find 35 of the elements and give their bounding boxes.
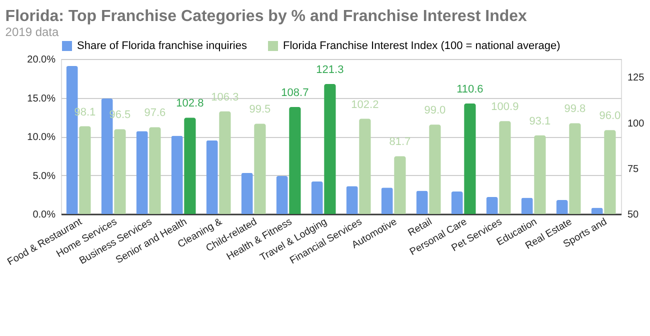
data-label: 102.2 xyxy=(351,98,379,111)
data-label: 102.8 xyxy=(176,98,204,110)
bar xyxy=(311,181,323,214)
data-label: 106.3 xyxy=(211,91,239,104)
data-label: 121.3 xyxy=(316,64,344,76)
chart-subtitle: 2019 data xyxy=(5,25,60,39)
data-label: 99.8 xyxy=(564,103,586,116)
bar xyxy=(521,198,533,214)
y2-tick-label: 125 xyxy=(628,72,645,84)
data-label: 110.6 xyxy=(456,83,484,96)
y-tick-label: 0.0% xyxy=(32,210,56,220)
y2-tick-label: 75 xyxy=(628,164,640,175)
bar xyxy=(591,208,603,214)
y2-tick-label: 100 xyxy=(628,118,645,130)
data-label: 97.6 xyxy=(144,107,166,120)
y-tick-label: 15.0% xyxy=(27,93,56,104)
bar xyxy=(346,186,358,214)
y-tick-label: 5.0% xyxy=(32,170,56,182)
y-tick-label: 20.0% xyxy=(27,54,56,66)
data-label: 99.0 xyxy=(424,104,446,117)
data-label: 81.7 xyxy=(389,136,411,148)
data-label: 100.9 xyxy=(491,101,519,114)
bar xyxy=(451,192,463,214)
data-label: 96.0 xyxy=(599,110,621,122)
legend-label: Share of Florida franchise inquiries xyxy=(77,40,248,52)
bar xyxy=(556,200,568,214)
data-label: 99.5 xyxy=(249,104,271,116)
y2-tick-label: 50 xyxy=(628,210,640,220)
y-tick-label: 10.0% xyxy=(27,132,56,143)
data-label: 108.7 xyxy=(281,86,309,99)
chart-title: Florida: Top Franchise Categories by % and Franchise Interest Index xyxy=(5,8,528,25)
bar xyxy=(416,190,428,214)
data-label: 93.1 xyxy=(529,115,551,128)
bar xyxy=(486,196,498,214)
legend-label: Florida Franchise Interest Index (100 = national average) xyxy=(283,40,560,52)
